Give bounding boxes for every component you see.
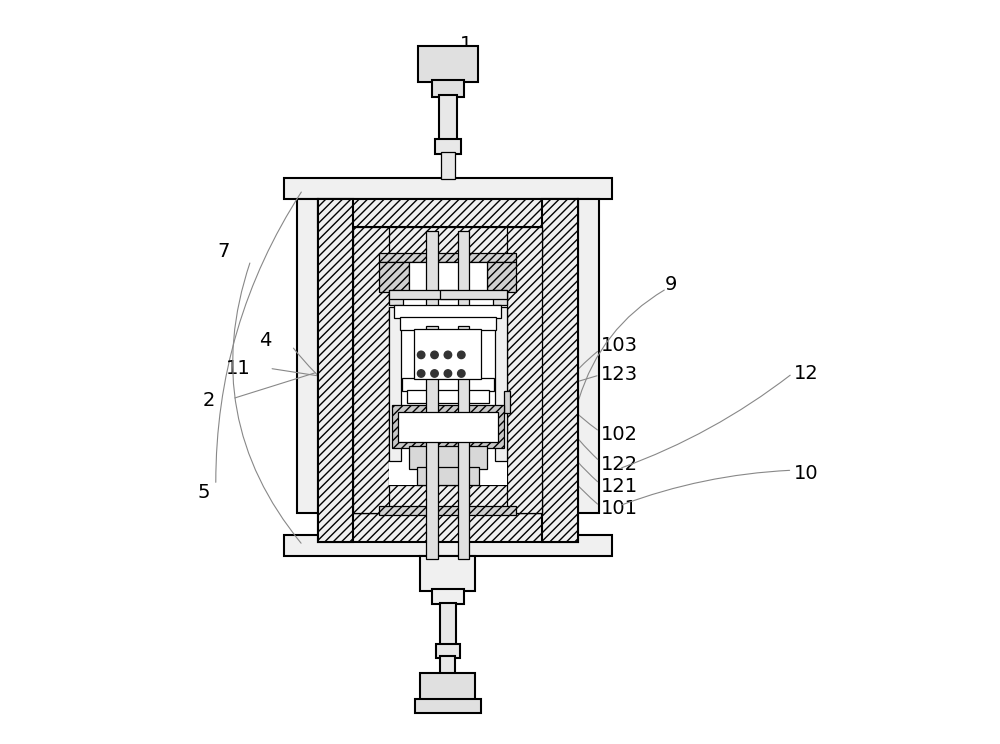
- Circle shape: [444, 370, 452, 377]
- Bar: [402, 378, 494, 391]
- Circle shape: [458, 370, 465, 377]
- Circle shape: [431, 351, 438, 359]
- Bar: [435, 139, 461, 154]
- Bar: [440, 290, 507, 299]
- Text: 4: 4: [259, 331, 272, 350]
- Text: 10: 10: [794, 464, 819, 483]
- Bar: [458, 326, 469, 559]
- Bar: [318, 513, 578, 542]
- Text: 123: 123: [601, 365, 638, 385]
- Bar: [353, 485, 542, 513]
- Text: 9: 9: [665, 275, 678, 294]
- Bar: [504, 391, 510, 413]
- Circle shape: [417, 351, 425, 359]
- Text: 101: 101: [601, 499, 638, 519]
- Text: 121: 121: [601, 477, 638, 496]
- Bar: [379, 253, 516, 262]
- Bar: [440, 656, 455, 674]
- Text: 122: 122: [601, 455, 638, 474]
- Bar: [379, 262, 409, 292]
- Bar: [389, 290, 403, 305]
- Bar: [297, 199, 318, 513]
- Text: 102: 102: [601, 425, 638, 444]
- Bar: [284, 178, 612, 199]
- Bar: [440, 603, 456, 646]
- Bar: [389, 307, 401, 461]
- Bar: [417, 467, 479, 485]
- Bar: [420, 556, 475, 591]
- Bar: [414, 329, 481, 379]
- Circle shape: [444, 351, 452, 359]
- Bar: [318, 199, 353, 542]
- Bar: [394, 305, 501, 318]
- Bar: [389, 290, 456, 299]
- Text: 1: 1: [460, 35, 473, 54]
- Bar: [353, 227, 542, 513]
- Bar: [507, 227, 542, 513]
- Text: 7: 7: [217, 242, 229, 261]
- Text: 11: 11: [226, 359, 250, 378]
- Bar: [578, 199, 599, 513]
- Bar: [426, 326, 438, 559]
- Bar: [432, 80, 464, 97]
- Bar: [398, 412, 498, 442]
- Circle shape: [417, 370, 425, 377]
- Text: 8: 8: [445, 673, 458, 693]
- Text: 103: 103: [601, 336, 638, 355]
- Bar: [441, 152, 455, 179]
- Bar: [409, 446, 487, 469]
- Bar: [420, 673, 475, 701]
- Text: 5: 5: [198, 483, 210, 502]
- Bar: [493, 290, 507, 305]
- Circle shape: [458, 351, 465, 359]
- Bar: [495, 307, 507, 461]
- Bar: [409, 262, 487, 292]
- Bar: [400, 317, 496, 330]
- Bar: [389, 255, 507, 485]
- Bar: [407, 390, 489, 403]
- Bar: [418, 46, 478, 82]
- Bar: [426, 231, 438, 327]
- Bar: [318, 199, 578, 227]
- Text: 2: 2: [202, 391, 215, 410]
- Circle shape: [431, 370, 438, 377]
- Bar: [284, 535, 612, 556]
- Bar: [542, 199, 578, 542]
- Text: 12: 12: [794, 364, 819, 383]
- Bar: [487, 262, 516, 292]
- Bar: [392, 405, 504, 448]
- Bar: [379, 506, 516, 515]
- Bar: [439, 95, 457, 141]
- Bar: [353, 227, 542, 255]
- Bar: [432, 589, 464, 604]
- Bar: [458, 231, 469, 327]
- Bar: [436, 644, 460, 658]
- Bar: [415, 699, 481, 713]
- Bar: [353, 227, 389, 513]
